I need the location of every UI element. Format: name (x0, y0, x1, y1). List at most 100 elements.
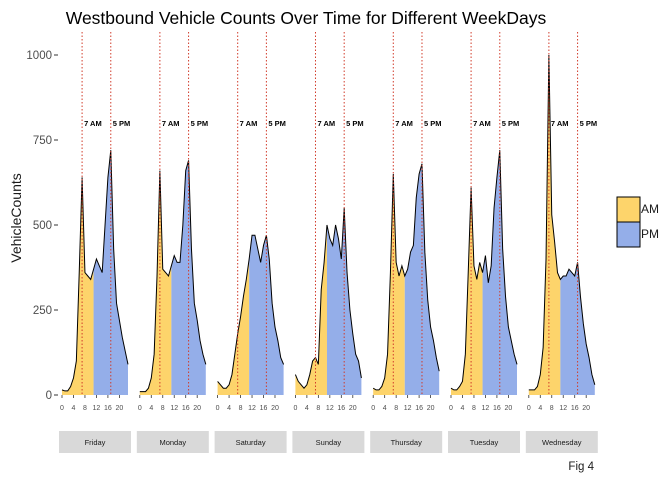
marker-label: 5 PM (268, 119, 286, 128)
facet-strip (59, 431, 131, 453)
x-tick-label: 0 (60, 405, 64, 412)
facet-strip-label: Tuesday (470, 438, 499, 447)
x-tick-label: 12 (559, 405, 567, 412)
marker-label: 7 AM (395, 119, 413, 128)
legend-label: AM (641, 202, 659, 216)
x-tick-label: 8 (472, 405, 476, 412)
marker-label: 5 PM (113, 119, 131, 128)
marker-label: 5 PM (424, 119, 442, 128)
x-tick-label: 4 (305, 405, 309, 412)
y-tick-label: 1000 (26, 50, 52, 62)
x-tick-label: 20 (504, 405, 512, 412)
x-tick-label: 4 (383, 405, 387, 412)
facet-panel-monday: 7 AM 5 PM 0 4 8 12 16 20 Monday (136, 32, 209, 453)
x-tick-label: 8 (394, 405, 398, 412)
facet-strip (370, 431, 443, 453)
pm-area (404, 163, 440, 395)
facet-panel-sunday: 7 AM 5 PM 0 4 8 12 16 20 Sunday (292, 32, 365, 453)
x-tick-label: 16 (104, 405, 112, 412)
x-tick-label: 12 (248, 405, 256, 412)
series-line (61, 150, 129, 392)
x-tick-label: 8 (161, 405, 165, 412)
x-tick-label: 0 (138, 405, 142, 412)
facet-panel-tuesday: 7 AM 5 PM 0 4 8 12 16 20 Tuesday (448, 32, 520, 453)
x-tick-label: 0 (527, 405, 531, 412)
facet-strip-label: Saturday (236, 438, 266, 447)
x-tick-label: 12 (93, 405, 101, 412)
pm-area (93, 150, 128, 395)
x-tick-label: 12 (170, 405, 178, 412)
x-tick-label: 0 (371, 405, 375, 412)
am-area (217, 259, 250, 395)
series-line (294, 207, 362, 389)
x-tick-label: 16 (260, 405, 268, 412)
facet-strip (448, 431, 520, 453)
series-line (217, 234, 285, 389)
facet-strip (214, 431, 287, 453)
marker-label: 7 AM (473, 119, 491, 128)
x-tick-label: 4 (149, 405, 153, 412)
am-area (62, 177, 94, 395)
y-tick-label: 500 (33, 220, 52, 232)
x-tick-label: 20 (582, 405, 590, 412)
series-line (139, 160, 207, 393)
x-tick-label: 4 (538, 405, 542, 412)
x-tick-label: 16 (182, 405, 190, 412)
x-tick-label: 4 (72, 405, 76, 412)
y-tick-label: 750 (33, 135, 52, 147)
legend-key-am (616, 196, 641, 223)
facet-panel-thursday: 7 AM 5 PM 0 4 8 12 16 20 Thursday (370, 32, 443, 453)
legend-label: PM (641, 227, 659, 241)
x-tick-label: 8 (83, 405, 87, 412)
pm-area (560, 262, 595, 395)
x-tick-label: 16 (493, 405, 501, 412)
x-tick-label: 0 (293, 405, 297, 412)
am-area (451, 187, 483, 395)
facet-strip-label: Friday (85, 438, 106, 447)
pm-area (249, 235, 284, 395)
x-tick-label: 8 (550, 405, 554, 412)
marker-label: 7 AM (317, 119, 335, 128)
x-tick-label: 12 (404, 405, 412, 412)
x-tick-label: 20 (349, 405, 357, 412)
series-line (450, 150, 518, 391)
x-tick-label: 12 (482, 405, 490, 412)
y-tick-label: 0 (46, 390, 52, 402)
x-tick-label: 8 (239, 405, 243, 412)
series-line (372, 163, 440, 391)
x-tick-label: 16 (415, 405, 423, 412)
facet-strip (525, 431, 598, 453)
am-area (373, 174, 405, 395)
facet-panel-saturday: 7 AM 5 PM 0 4 8 12 16 20 Saturday (214, 32, 287, 453)
marker-label: 7 AM (551, 119, 569, 128)
marker-label: 5 PM (502, 119, 520, 128)
marker-label: 5 PM (346, 119, 364, 128)
marker-label: 7 AM (162, 119, 180, 128)
series-line (528, 54, 596, 391)
marker-label: 7 AM (240, 119, 258, 128)
facet-strip (136, 431, 209, 453)
x-tick-label: 12 (326, 405, 334, 412)
pm-area (482, 150, 517, 395)
legend-key-pm (616, 221, 641, 248)
x-tick-label: 20 (271, 405, 279, 412)
x-tick-label: 4 (461, 405, 465, 412)
x-tick-label: 16 (337, 405, 345, 412)
x-tick-label: 8 (316, 405, 320, 412)
facet-panel-friday: 7 AM 5 PM 0 4 8 12 16 20 Friday (59, 32, 131, 453)
facet-strip (292, 431, 365, 453)
x-tick-label: 20 (193, 405, 201, 412)
figure-caption: Fig 4 (568, 461, 594, 473)
x-tick-label: 16 (571, 405, 579, 412)
facet-panel-wednesday: 7 AM 5 PM 0 4 8 12 16 20 Wednesday (525, 32, 598, 453)
am-area (528, 55, 561, 395)
am-area (139, 170, 172, 395)
marker-label: 5 PM (191, 119, 209, 128)
facet-strip-label: Wednesday (542, 438, 582, 447)
y-tick-label: 250 (33, 305, 52, 317)
x-tick-label: 0 (449, 405, 453, 412)
legend: AM PM (616, 196, 659, 248)
